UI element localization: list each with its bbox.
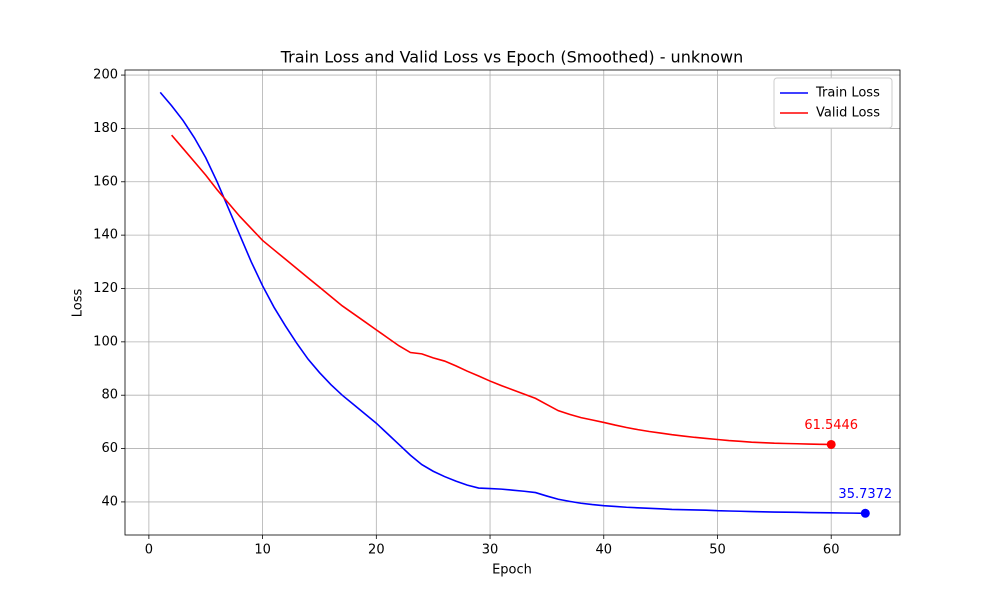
chart-title: Train Loss and Valid Loss vs Epoch (Smoo… bbox=[280, 48, 744, 67]
x-tick-label: 0 bbox=[145, 543, 153, 558]
x-tick-label: 50 bbox=[709, 543, 726, 558]
x-tick-label: 60 bbox=[823, 543, 840, 558]
y-tick-label: 140 bbox=[93, 228, 118, 243]
x-tick-label: 40 bbox=[595, 543, 612, 558]
x-tick-label: 20 bbox=[368, 543, 385, 558]
y-axis-label: Loss bbox=[71, 289, 86, 318]
end-value-label: 35.7372 bbox=[838, 487, 892, 502]
y-tick-label: 60 bbox=[101, 441, 118, 456]
x-tick-label: 30 bbox=[482, 543, 499, 558]
legend-label: Train Loss bbox=[815, 86, 880, 101]
legend-box bbox=[773, 77, 893, 129]
series-line bbox=[171, 134, 832, 446]
y-tick-label: 120 bbox=[93, 281, 118, 296]
x-axis-label: Epoch bbox=[492, 563, 532, 578]
y-tick-label: 40 bbox=[101, 494, 118, 509]
end-point bbox=[826, 439, 836, 449]
y-tick-label: 100 bbox=[93, 334, 118, 349]
y-tick-label: 180 bbox=[93, 121, 118, 136]
y-tick-label: 80 bbox=[101, 388, 118, 403]
series-line bbox=[159, 91, 866, 515]
plot-frame bbox=[124, 69, 901, 536]
y-tick-label: 200 bbox=[93, 68, 118, 83]
legend-label: Valid Loss bbox=[816, 106, 880, 121]
x-tick-label: 10 bbox=[254, 543, 271, 558]
end-point bbox=[860, 508, 870, 518]
y-tick-label: 160 bbox=[93, 174, 118, 189]
end-value-label: 61.5446 bbox=[804, 418, 858, 433]
